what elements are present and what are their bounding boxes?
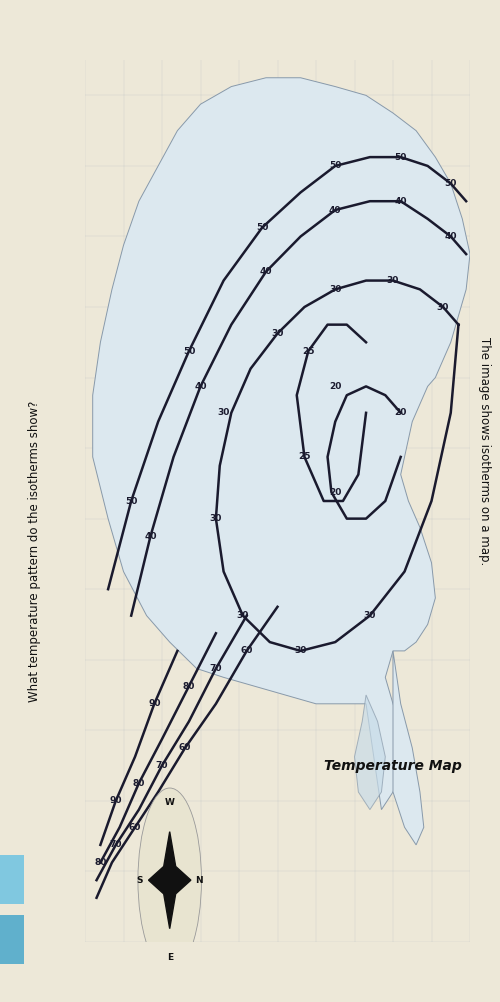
Text: 30: 30: [272, 329, 283, 338]
Text: 50: 50: [394, 152, 407, 161]
Text: 70: 70: [210, 664, 222, 673]
Text: 20: 20: [394, 409, 407, 417]
Text: 80: 80: [132, 779, 145, 788]
Text: 60: 60: [129, 823, 141, 832]
Text: W: W: [165, 798, 174, 807]
Text: 20: 20: [329, 488, 342, 497]
Text: What temperature pattern do the isotherms show?: What temperature pattern do the isotherm…: [28, 401, 42, 701]
Polygon shape: [92, 78, 470, 810]
Text: N: N: [196, 876, 203, 885]
Text: 80: 80: [94, 858, 106, 867]
Text: 30: 30: [236, 611, 249, 620]
Text: 50: 50: [125, 497, 138, 505]
Polygon shape: [148, 832, 191, 929]
Polygon shape: [354, 695, 386, 810]
Text: 20: 20: [329, 382, 342, 391]
Text: 50: 50: [329, 161, 342, 170]
Text: 40: 40: [260, 268, 272, 277]
Text: 90: 90: [110, 797, 122, 806]
Text: 40: 40: [194, 382, 207, 391]
Text: 30: 30: [210, 514, 222, 523]
Text: 50: 50: [183, 347, 195, 356]
Text: 40: 40: [394, 196, 407, 205]
Text: 70: 70: [110, 841, 122, 850]
Polygon shape: [393, 651, 424, 845]
Text: 30: 30: [364, 611, 376, 620]
Text: 30: 30: [437, 303, 449, 312]
Text: 30: 30: [387, 277, 399, 285]
Text: 40: 40: [329, 205, 342, 214]
Ellipse shape: [138, 788, 202, 972]
Text: 25: 25: [298, 453, 310, 461]
Text: Temperature Map: Temperature Map: [324, 759, 462, 773]
Text: 90: 90: [148, 699, 160, 708]
Text: 70: 70: [156, 762, 168, 770]
Text: 30: 30: [294, 646, 307, 655]
Text: 50: 50: [444, 179, 457, 188]
Text: 60: 60: [179, 743, 192, 753]
Text: 40: 40: [144, 532, 156, 541]
Text: 25: 25: [302, 347, 314, 356]
Text: 80: 80: [183, 681, 195, 690]
Text: E: E: [166, 953, 173, 962]
Text: The image shows isotherms on a map.: The image shows isotherms on a map.: [478, 337, 492, 565]
Text: S: S: [137, 876, 143, 885]
Text: 40: 40: [444, 232, 457, 240]
Text: 30: 30: [329, 285, 342, 294]
Text: 60: 60: [240, 646, 253, 655]
Text: 50: 50: [256, 223, 268, 232]
Text: 30: 30: [218, 409, 230, 417]
